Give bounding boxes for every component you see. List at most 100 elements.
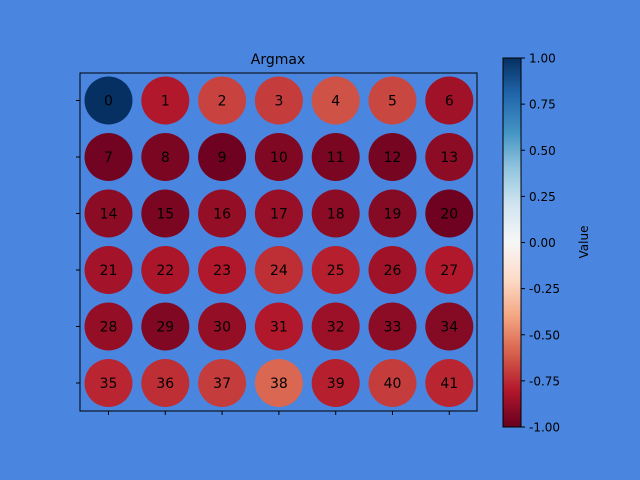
marker-label-17: 17 (270, 207, 288, 223)
colorbar-tick-label: -0.75 (529, 374, 560, 388)
marker-20 (425, 189, 474, 238)
marker-label-0: 0 (104, 94, 113, 110)
marker-label-6: 6 (445, 94, 454, 110)
axis-ticks (76, 100, 450, 415)
marker-label-25: 25 (327, 263, 345, 279)
colorbar-tick-label: -0.50 (529, 328, 560, 342)
marker-26 (368, 246, 417, 294)
marker-label-36: 36 (156, 376, 174, 392)
marker-7 (84, 133, 133, 181)
marker-13 (425, 133, 474, 181)
marker-31 (254, 302, 303, 351)
marker-label-29: 29 (156, 320, 174, 336)
marker-37 (198, 359, 247, 407)
marker-label-13: 13 (440, 150, 458, 166)
marker-38 (254, 359, 303, 407)
colorbar-tick-label: -1.00 (529, 421, 560, 435)
marker-label-5: 5 (388, 94, 397, 110)
marker-label-33: 33 (384, 320, 402, 336)
marker-16 (198, 189, 247, 238)
marker-11 (311, 133, 360, 181)
marker-label-34: 34 (440, 320, 458, 336)
marker-25 (311, 246, 360, 294)
marker-3 (254, 76, 303, 125)
marker-28 (84, 302, 133, 351)
marker-23 (198, 246, 247, 294)
marker-29 (141, 302, 190, 351)
marker-label-2: 2 (218, 94, 227, 110)
marker-label-14: 14 (100, 207, 118, 223)
marker-label-9: 9 (218, 150, 227, 166)
colorbar-ticks: -1.00 -0.75 -0.50 -0.25 0.00 0.25 0.50 0.75 1.00 (521, 52, 560, 435)
marker-label-37: 37 (213, 376, 231, 392)
marker-39 (311, 359, 360, 407)
marker-10 (254, 133, 303, 181)
marker-27 (425, 246, 474, 294)
marker-label-19: 19 (384, 207, 402, 223)
marker-0 (84, 76, 133, 125)
marker-label-28: 28 (100, 320, 118, 336)
colorbar-tick-label: 0.25 (529, 190, 556, 204)
marker-2 (198, 76, 247, 125)
marker-22 (141, 246, 190, 294)
marker-label-11: 11 (327, 150, 345, 166)
marker-41 (425, 359, 474, 407)
marker-label-24: 24 (270, 263, 288, 279)
marker-label-1: 1 (161, 94, 170, 110)
colorbar-tick-label: 1.00 (529, 52, 556, 66)
marker-32 (311, 302, 360, 351)
marker-34 (425, 302, 474, 351)
marker-label-20: 20 (440, 207, 458, 223)
marker-36 (141, 359, 190, 407)
marker-21 (84, 246, 133, 294)
marker-35 (84, 359, 133, 407)
marker-label-31: 31 (270, 320, 288, 336)
marker-5 (368, 76, 417, 125)
marker-label-7: 7 (104, 150, 113, 166)
marker-label-41: 41 (440, 376, 458, 392)
marker-label-12: 12 (384, 150, 402, 166)
marker-label-38: 38 (270, 376, 288, 392)
marker-label-30: 30 (213, 320, 231, 336)
marker-label-26: 26 (384, 263, 402, 279)
marker-label-32: 32 (327, 320, 345, 336)
marker-40 (368, 359, 417, 407)
marker-label-18: 18 (327, 207, 345, 223)
marker-18 (311, 189, 360, 238)
colorbar-tick-label: 0.50 (529, 144, 556, 158)
marker-15 (141, 189, 190, 238)
marker-label-3: 3 (274, 94, 283, 110)
marker-12 (368, 133, 417, 181)
colorbar-tick-label: 0.00 (529, 236, 556, 250)
marker-17 (254, 189, 303, 238)
marker-label-21: 21 (100, 263, 118, 279)
marker-8 (141, 133, 190, 181)
colorbar-tick-label: -0.25 (529, 282, 560, 296)
marker-label-23: 23 (213, 263, 231, 279)
marker-24 (254, 246, 303, 294)
marker-label-35: 35 (100, 376, 118, 392)
colorbar (502, 57, 522, 428)
marker-33 (368, 302, 417, 351)
marker-1 (141, 76, 190, 125)
marker-6 (425, 76, 474, 125)
marker-label-40: 40 (384, 376, 402, 392)
colorbar-label: Value (577, 226, 591, 259)
marker-label-8: 8 (161, 150, 170, 166)
marker-label-27: 27 (440, 263, 458, 279)
marker-14 (84, 189, 133, 238)
marker-30 (198, 302, 247, 351)
marker-label-4: 4 (331, 94, 340, 110)
marker-label-22: 22 (156, 263, 174, 279)
marker-label-10: 10 (270, 150, 288, 166)
marker-label-15: 15 (156, 207, 174, 223)
colorbar-tick-label: 0.75 (529, 98, 556, 112)
marker-4 (311, 76, 360, 125)
marker-label-16: 16 (213, 207, 231, 223)
marker-label-39: 39 (327, 376, 345, 392)
marker-19 (368, 189, 417, 238)
marker-9 (198, 133, 247, 181)
chart-title: Argmax (251, 52, 305, 68)
